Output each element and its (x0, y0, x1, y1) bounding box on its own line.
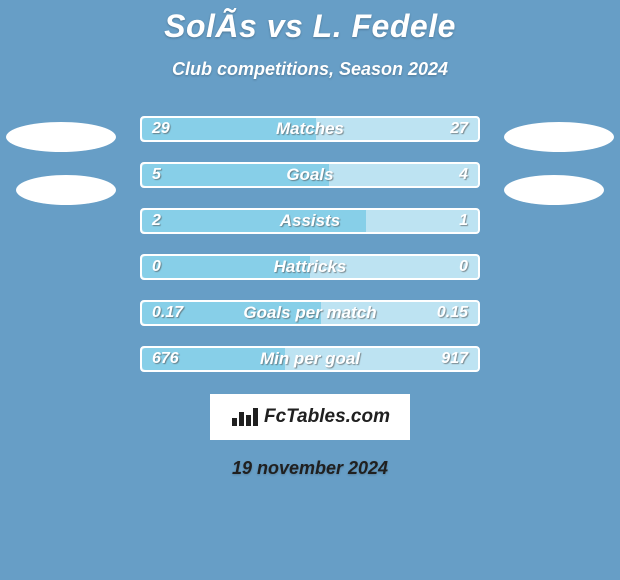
stat-label: Goals (142, 164, 478, 186)
subtitle: Club competitions, Season 2024 (0, 59, 620, 80)
stat-row: 0.17Goals per match0.15 (140, 300, 480, 326)
player1-avatar-bottom (16, 175, 116, 205)
stat-right-value: 27 (450, 118, 468, 140)
player1-avatar-top (6, 122, 116, 152)
title-part2: s vs L. Fedele (239, 8, 456, 44)
date-text: 19 november 2024 (0, 458, 620, 479)
stat-label: Matches (142, 118, 478, 140)
stat-row: 0Hattricks0 (140, 254, 480, 280)
stat-right-value: 0 (459, 256, 468, 278)
stat-label: Min per goal (142, 348, 478, 370)
title-part1: SolÃ (164, 8, 239, 44)
stat-label: Assists (142, 210, 478, 232)
comparison-card: SolÃs vs L. Fedele Club competitions, Se… (0, 0, 620, 580)
stat-right-value: 0.15 (437, 302, 468, 324)
stat-row: 5Goals4 (140, 162, 480, 188)
player2-avatar-bottom (504, 175, 604, 205)
stat-row: 676Min per goal917 (140, 346, 480, 372)
brand-bars-icon (230, 406, 258, 428)
brand-badge: FcTables.com (210, 394, 410, 440)
stat-label: Hattricks (142, 256, 478, 278)
stat-right-value: 917 (441, 348, 468, 370)
stat-right-value: 1 (459, 210, 468, 232)
stat-rows: 29Matches27 5Goals4 2Assists1 0Hattricks0 0.… (140, 116, 480, 372)
stat-row: 29Matches27 (140, 116, 480, 142)
stat-label: Goals per match (142, 302, 478, 324)
player2-avatar-top (504, 122, 614, 152)
page-title: SolÃs vs L. Fedele (0, 8, 620, 45)
stat-row: 2Assists1 (140, 208, 480, 234)
brand-text: FcTables.com (264, 406, 390, 428)
stat-right-value: 4 (459, 164, 468, 186)
